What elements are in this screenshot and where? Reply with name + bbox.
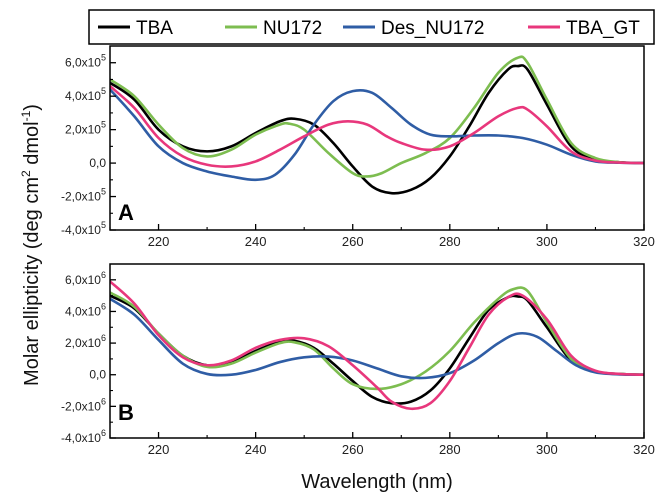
y-axis-title: Molar ellipticity (deg cm2 dmol-1) xyxy=(19,104,43,386)
panel-a-y-tick-mantissa: 4,0x10 xyxy=(65,89,101,103)
y-axis-title-sup2: -1 xyxy=(19,110,33,121)
panel-b-x-tick-label: 280 xyxy=(439,442,461,457)
panel-b-y-tick-label: 2,0x106 xyxy=(65,333,106,350)
panel-a-y-tick-label: 6,0x105 xyxy=(65,53,106,70)
y-axis-title-prefix: Molar ellipticity (deg cm xyxy=(21,177,43,386)
panel-a-y-tick-mantissa: 2,0x10 xyxy=(65,123,101,137)
panel-b-y-tick-label: -2,0x106 xyxy=(61,396,106,413)
panel-a-series-des-nu172 xyxy=(110,88,644,182)
panel-b: 220 240 260 280 300 320 -4,0x106-2,0x1060,02,… xyxy=(61,263,655,457)
panel-b-y-tick-exponent: 6 xyxy=(101,428,106,438)
panel-b-y-tick-exponent: 6 xyxy=(101,333,106,343)
panel-a-y-tick-exponent: 5 xyxy=(101,53,106,63)
panel-a-y-tick-exponent: 5 xyxy=(101,187,106,197)
panel-b-y-tick-mantissa: 4,0x10 xyxy=(65,304,101,318)
panel-a-series-tba-gt xyxy=(110,84,644,168)
panel-b-series-des-nu172 xyxy=(110,297,644,380)
legend-label-des-nu172: Des_NU172 xyxy=(381,18,485,39)
panel-label-a: A xyxy=(118,200,134,225)
panel-b-y-tick-label: 4,0x106 xyxy=(65,301,106,318)
panel-b-x-tick-label: 220 xyxy=(148,442,170,457)
panel-a-frame xyxy=(109,45,645,231)
panel-a-series xyxy=(110,55,644,195)
panel-a-y-tick-mantissa: 6,0x10 xyxy=(65,56,101,70)
panel-b-series-nu172 xyxy=(110,286,644,391)
panel-b-x-ticks: 220 240 260 280 300 320 xyxy=(109,432,655,457)
panel-a-x-ticks: 220 240 260 280 300 320 xyxy=(109,224,655,249)
panel-b-x-tick-label: 320 xyxy=(633,442,655,457)
panel-a-y-tick-label: 4,0x105 xyxy=(65,86,106,103)
panel-a-x-tick-label: 240 xyxy=(245,234,267,249)
legend-label-tba: TBA xyxy=(136,18,173,39)
panel-b-y-tick-mantissa: 0,0 xyxy=(89,368,106,382)
panel-a-series-tba xyxy=(110,64,644,195)
panel-label-b: B xyxy=(118,400,134,425)
legend-label-nu172: NU172 xyxy=(263,18,322,39)
panel-a-y-tick-label: -2,0x105 xyxy=(61,187,106,204)
panel-b-frame xyxy=(109,263,645,439)
y-axis-title-middle: dmol xyxy=(21,121,43,170)
panel-a-y-tick-exponent: 5 xyxy=(101,120,106,130)
y-axis-title-sup1: 2 xyxy=(19,170,33,177)
panel-b-x-tick-label: 260 xyxy=(342,442,364,457)
panel-b-y-tick-mantissa: 2,0x10 xyxy=(65,336,101,350)
panel-b-y-tick-label: 6,0x106 xyxy=(65,270,106,287)
panel-a-y-tick-mantissa: -2,0x10 xyxy=(61,190,101,204)
legend: TBA NU172 Des_NU172 TBA_GT xyxy=(88,9,655,45)
panel-a-y-tick-mantissa: 0,0 xyxy=(89,156,106,170)
panel-b-series xyxy=(110,280,644,411)
panel-a-y-tick-exponent: 5 xyxy=(101,86,106,96)
panel-b-series-tba-gt xyxy=(110,280,644,411)
panel-b-y-tick-exponent: 6 xyxy=(101,270,106,280)
panel-b-y-tick-exponent: 6 xyxy=(101,396,106,406)
panel-a-y-tick-label: -4,0x105 xyxy=(61,220,106,237)
panel-b-y-tick-label: 0,0 xyxy=(89,368,106,382)
panel-a-y-tick-mantissa: -4,0x10 xyxy=(61,223,101,237)
panel-b-y-tick-label: -4,0x106 xyxy=(61,428,106,445)
panel-a-y-tick-label: 2,0x105 xyxy=(65,120,106,137)
panel-a-x-tick-label: 280 xyxy=(439,234,461,249)
panel-a-x-tick-label: 260 xyxy=(342,234,364,249)
panel-a: 220 240 260 280 300 320 -4,0x105-2,0x1050,02,… xyxy=(61,45,655,249)
panel-b-y-tick-exponent: 6 xyxy=(101,301,106,311)
panel-b-y-tick-mantissa: 6,0x10 xyxy=(65,273,101,287)
legend-label-tba-gt: TBA_GT xyxy=(566,18,640,39)
x-axis-title: Wavelength (nm) xyxy=(301,471,453,493)
y-axis-title-suffix: ) xyxy=(21,104,43,111)
panel-b-x-tick-label: 300 xyxy=(536,442,558,457)
panel-b-y-tick-mantissa: -2,0x10 xyxy=(61,399,101,413)
panel-a-x-tick-label: 300 xyxy=(536,234,558,249)
panel-a-series-nu172 xyxy=(110,55,644,178)
panel-a-x-tick-label: 220 xyxy=(148,234,170,249)
panel-b-y-tick-mantissa: -4,0x10 xyxy=(61,431,101,445)
panel-a-y-tick-exponent: 5 xyxy=(101,220,106,230)
panel-b-x-tick-label: 240 xyxy=(245,442,267,457)
panel-a-x-tick-label: 320 xyxy=(633,234,655,249)
panel-a-y-tick-label: 0,0 xyxy=(89,156,106,170)
